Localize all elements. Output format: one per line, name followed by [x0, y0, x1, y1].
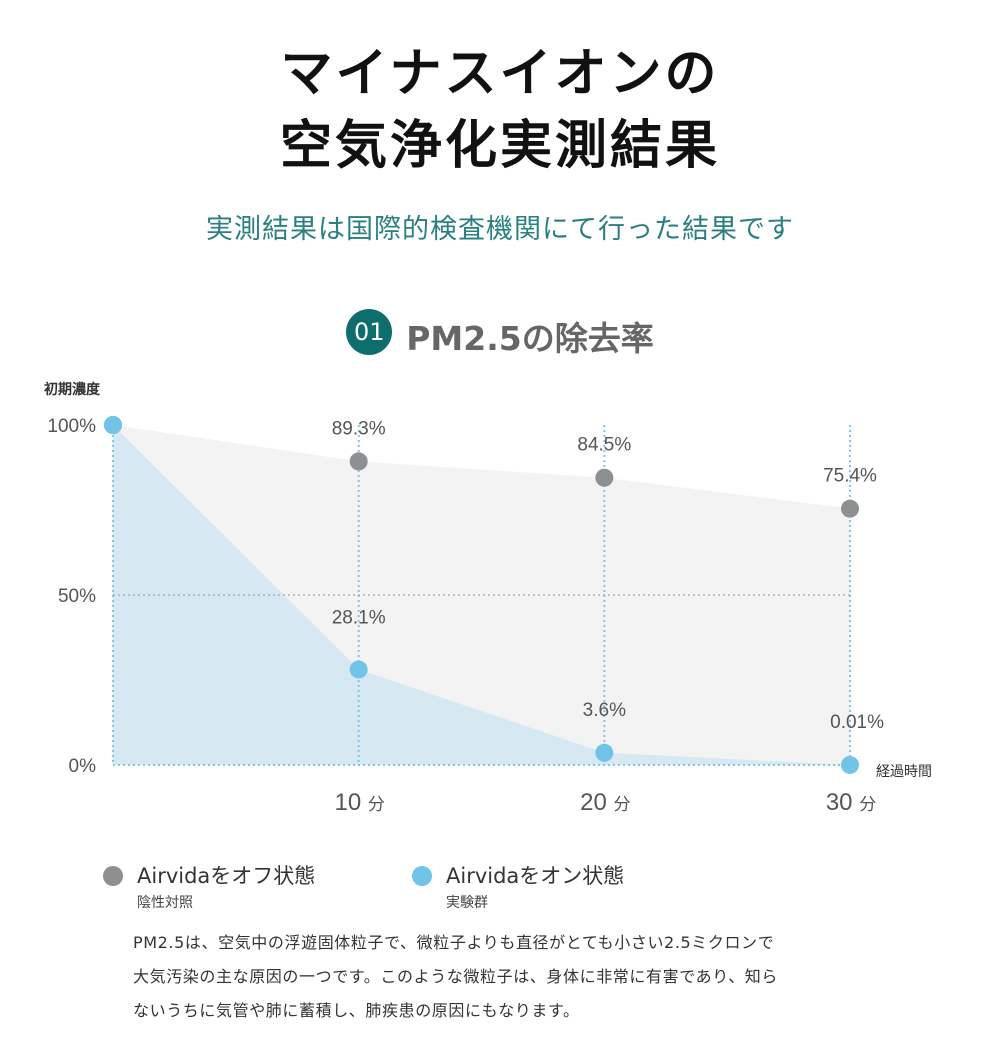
data-point-off: [349, 452, 368, 471]
legend-dot-on: [412, 866, 432, 886]
legend-sub-off: 陰性対照: [137, 895, 193, 911]
description-line: ないうちに気管や肺に蓄積し、肺疾患の原因にもなります。: [133, 1001, 580, 1020]
data-label-off: 89.3%: [332, 418, 386, 439]
section-number-badge: 01: [346, 309, 393, 355]
legend-dot-off: [103, 866, 123, 886]
data-label-on: 3.6%: [583, 700, 626, 721]
data-point-on: [104, 416, 122, 434]
data-point-off: [841, 499, 859, 518]
series-on-area: [113, 425, 850, 765]
page-title-line2: 空気浄化実測結果: [279, 116, 720, 176]
data-point-on: [349, 660, 368, 679]
data-point-off: [595, 468, 614, 487]
data-label-off: 84.5%: [577, 435, 631, 456]
pm25-removal-chart: 89.3% 84.5% 75.4% 28.1% 3.6% 0.01% 初期濃度 100% 50%…: [44, 381, 932, 816]
data-point-on: [595, 743, 614, 762]
page-subtitle: 実測結果は国際的検査機関にて行った結果です: [206, 214, 794, 245]
section-title: PM2.5の除去率: [406, 319, 654, 358]
pm25-description: PM2.5は、空気中の浮遊固体粒子で、微粒子よりも直径がとても小さい2.5ミクロ…: [133, 926, 893, 1028]
x-axis-title: 経過時間: [876, 764, 932, 780]
section-heading: 01 PM2.5の除去率: [0, 309, 1000, 360]
y-tick-label: 100%: [47, 416, 96, 437]
x-tick-label: 20 分: [580, 789, 630, 816]
data-label-on: 0.01%: [830, 712, 884, 733]
data-label-on: 28.1%: [332, 607, 386, 628]
description-line: 大気汚染の主な原因の一つです。このような微粒子は、身体に非常に有害であり、知ら: [133, 967, 779, 986]
y-tick-label: 0%: [69, 756, 97, 777]
y-axis-title: 初期濃度: [44, 381, 101, 398]
legend-sub-on: 実験群: [446, 895, 488, 911]
data-point-on: [841, 755, 859, 774]
y-tick-label: 50%: [58, 586, 96, 607]
legend-label-on: Airvidaをオン状態: [446, 864, 625, 888]
x-tick-label: 30 分: [826, 789, 876, 816]
legend-label-off: Airvidaをオフ状態: [137, 864, 316, 888]
data-label-off: 75.4%: [823, 466, 877, 487]
page-title-line1: マイナスイオンの: [280, 44, 720, 104]
x-tick-label: 10 分: [334, 789, 384, 816]
description-line: PM2.5は、空気中の浮遊固体粒子で、微粒子よりも直径がとても小さい2.5ミクロ…: [133, 933, 775, 952]
